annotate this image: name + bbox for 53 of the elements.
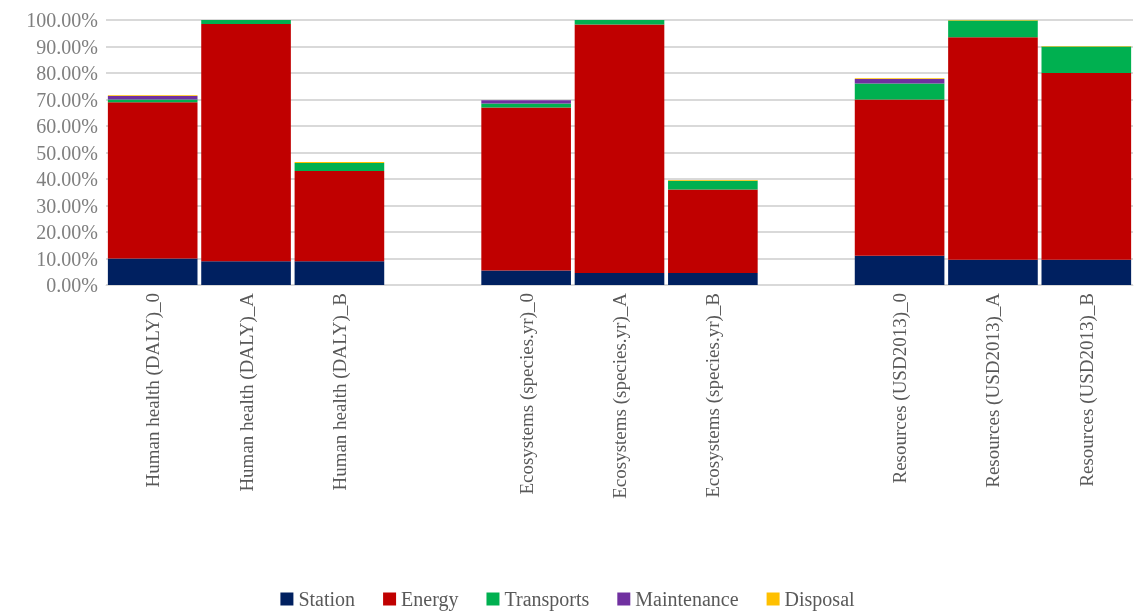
bar [201, 261, 291, 285]
x-tick-label: Resources (USD2013)_A [982, 292, 1005, 488]
bar [294, 261, 385, 285]
bar [948, 20, 1038, 38]
bar [481, 100, 571, 104]
bar [948, 37, 1038, 260]
bar [294, 163, 385, 172]
bar [1041, 259, 1132, 285]
bar [201, 20, 291, 24]
bar [668, 189, 758, 274]
y-tick-label: 80.00% [36, 62, 98, 84]
x-tick-label: Resources (USD2013)_0 [889, 293, 912, 484]
bar [948, 259, 1038, 285]
bar [854, 79, 945, 84]
bar [294, 171, 385, 262]
bar [481, 270, 571, 285]
x-tick-label: Human health (DALY)_0 [142, 293, 165, 488]
y-tick-label: 10.00% [36, 247, 98, 270]
legend-label: Energy [401, 588, 459, 611]
bar [481, 103, 571, 108]
x-tick-label: Human health (DALY)_A [235, 292, 258, 492]
legend-label: Maintenance [635, 588, 739, 610]
bar [854, 255, 945, 285]
legend-label: Disposal [784, 588, 856, 611]
legend-label: Station [298, 588, 356, 610]
legend-label: Transports [504, 588, 590, 611]
x-tick-label: Ecosystems (species.yr)_B [702, 293, 725, 498]
bar [1041, 73, 1132, 260]
x-tick-label: Ecosystems (species.yr)_A [609, 292, 631, 499]
bar [574, 273, 665, 285]
y-tick-label: 90.00% [36, 35, 98, 58]
bar [107, 258, 198, 285]
x-tick-label: Ecosystems (species.yr)_0 [515, 293, 538, 495]
bar [201, 23, 291, 262]
bar [854, 83, 945, 100]
y-tick-label: 20.00% [36, 221, 98, 243]
bar [574, 20, 665, 25]
bar [854, 99, 945, 256]
y-tick-label: 30.00% [36, 194, 98, 217]
y-tick-label: 40.00% [36, 168, 98, 190]
x-tick-label: Resources (USD2013)_B [1075, 293, 1098, 487]
bar [668, 273, 758, 285]
y-tick-label: 50.00% [36, 141, 98, 164]
bar [668, 180, 758, 190]
bar [481, 107, 571, 271]
bar [574, 24, 665, 274]
bar [1041, 46, 1132, 73]
y-tick-label: 60.00% [36, 115, 98, 137]
y-tick-label: 70.00% [36, 88, 98, 111]
x-tick-label: Human health (DALY)_B [328, 293, 351, 491]
y-tick-label: 0.00% [46, 274, 98, 296]
bar [107, 102, 198, 259]
y-tick-label: 100.00% [26, 9, 98, 31]
